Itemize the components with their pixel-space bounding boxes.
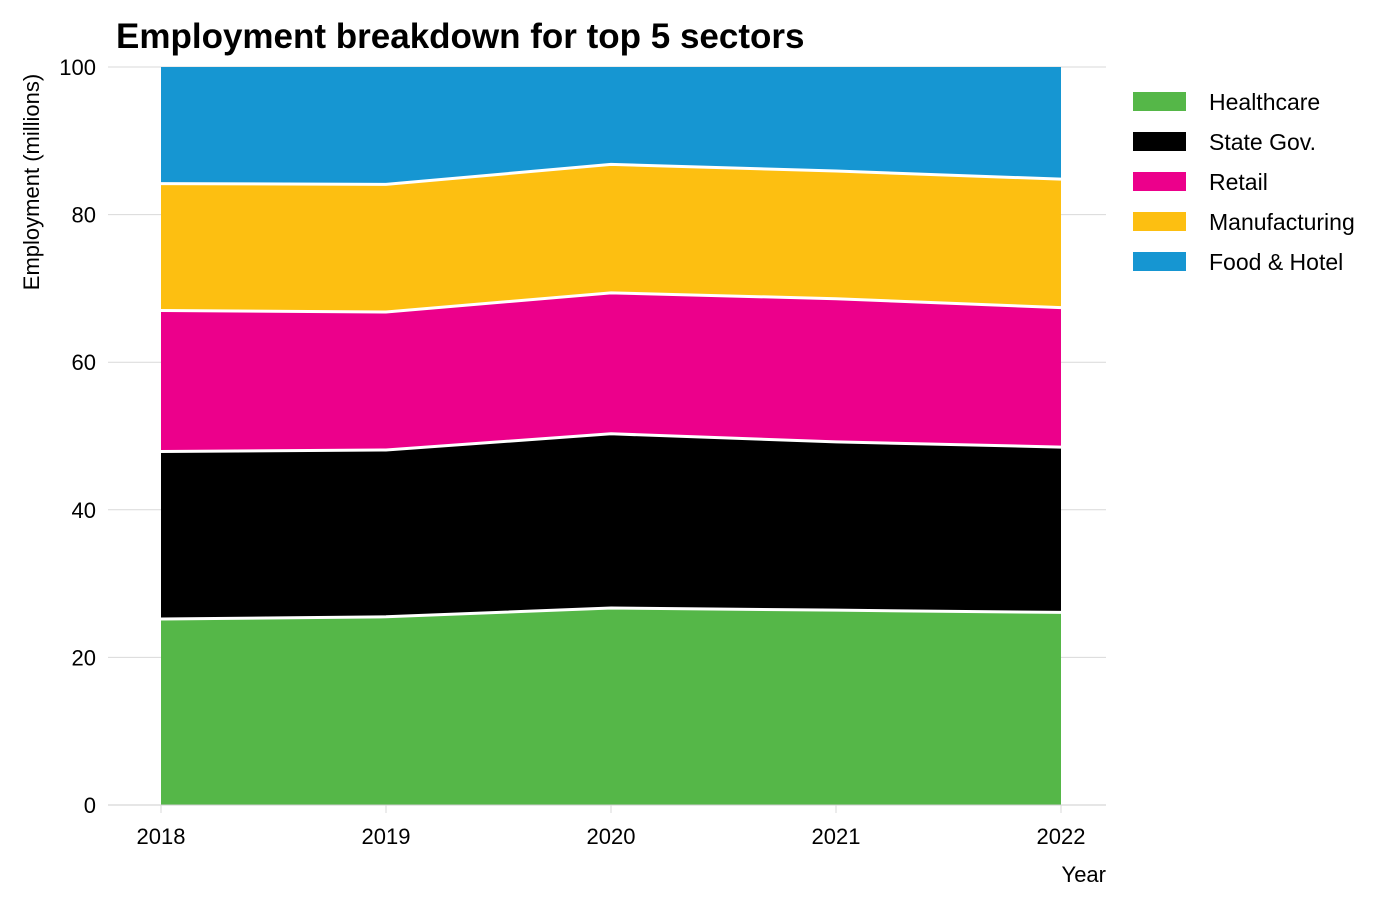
area-manufacturing: [161, 164, 1061, 313]
area-retail: [161, 292, 1061, 452]
legend-swatch: [1133, 172, 1186, 191]
x-tick-label: 2018: [137, 824, 186, 849]
area-food-hotel: [161, 67, 1061, 185]
area-healthcare: [161, 607, 1061, 805]
legend-swatch: [1133, 252, 1186, 271]
y-tick-label: 100: [59, 55, 96, 80]
legend: Healthcare State Gov. Retail Manufacturing F…: [1133, 89, 1355, 275]
x-axis-label: Year: [1062, 862, 1106, 887]
y-tick-label: 60: [72, 350, 96, 375]
axes: 0 20 40 60 80 100 2018 2019 2020 2021 2022: [59, 55, 1106, 849]
legend-label: Healthcare: [1209, 89, 1320, 115]
area-boundary-line: [160, 432, 1062, 453]
y-tick-label: 40: [72, 498, 96, 523]
legend-label: State Gov.: [1209, 129, 1316, 155]
area-boundary-line: [160, 606, 1062, 621]
y-tick-label: 0: [84, 793, 96, 818]
x-tick-label: 2021: [812, 824, 861, 849]
area-boundary-line: [160, 291, 1062, 314]
area-series: [160, 67, 1062, 805]
area-boundary-line: [160, 162, 1062, 186]
y-tick-label: 80: [72, 203, 96, 228]
chart-title: Employment breakdown for top 5 sectors: [116, 17, 804, 56]
legend-label: Food & Hotel: [1209, 249, 1343, 275]
x-tick-label: 2020: [587, 824, 636, 849]
x-tick-label: 2022: [1037, 824, 1086, 849]
legend-swatch: [1133, 132, 1186, 151]
y-axis-label: Employment (millions): [19, 74, 44, 290]
y-tick-label: 20: [72, 645, 96, 670]
legend-swatch: [1133, 92, 1186, 111]
legend-label: Retail: [1209, 169, 1268, 195]
area-state-gov: [161, 433, 1061, 620]
legend-swatch: [1133, 212, 1186, 231]
x-tick-label: 2019: [362, 824, 411, 849]
legend-label: Manufacturing: [1209, 209, 1355, 235]
